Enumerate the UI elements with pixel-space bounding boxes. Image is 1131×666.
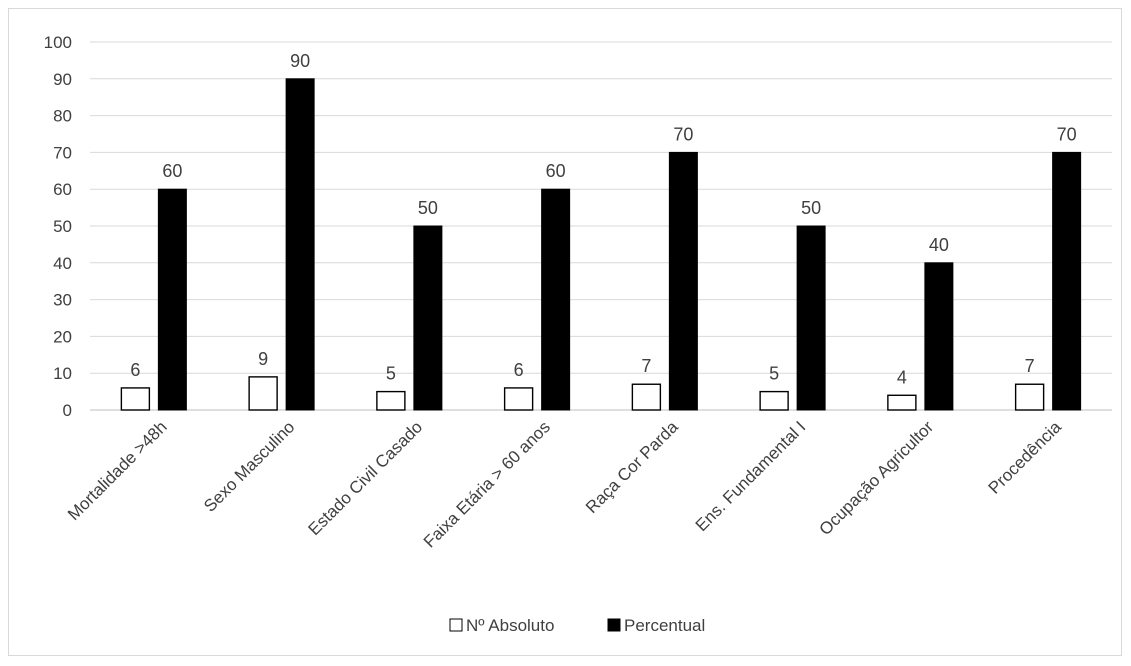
legend-label: Nº Absoluto xyxy=(466,616,554,635)
x-tick-label: Sexo Masculino xyxy=(200,417,298,515)
bar-percentual xyxy=(796,225,826,411)
data-label: 5 xyxy=(769,364,779,384)
bar-percentual xyxy=(541,188,571,411)
y-tick-label: 70 xyxy=(53,143,72,162)
x-tick-label: Estado Civil Casado xyxy=(305,417,427,539)
x-tick-label: Raça Cor Parda xyxy=(582,417,682,517)
data-label: 7 xyxy=(1025,356,1035,376)
bar-absoluto xyxy=(1014,383,1045,411)
data-label: 90 xyxy=(290,51,310,71)
y-tick-label: 10 xyxy=(53,364,72,383)
bar-percentual xyxy=(1052,151,1082,411)
y-tick-label: 0 xyxy=(63,401,72,420)
bar-absoluto xyxy=(248,376,278,411)
y-tick-label: 20 xyxy=(53,327,72,346)
legend-swatch xyxy=(449,618,463,632)
bar-percentual xyxy=(668,151,698,411)
data-label: 50 xyxy=(801,198,821,218)
x-tick-label: Ocupação Agricultor xyxy=(816,417,938,539)
bar-percentual xyxy=(413,225,443,411)
y-tick-label: 80 xyxy=(53,107,72,126)
bar-absoluto xyxy=(120,387,151,411)
data-label: 4 xyxy=(897,367,907,387)
bar-absoluto xyxy=(631,383,662,411)
bar-absoluto xyxy=(503,387,534,411)
legend-swatch xyxy=(607,618,621,632)
data-label: 60 xyxy=(546,161,566,181)
data-label: 70 xyxy=(673,124,693,144)
legend-label: Percentual xyxy=(624,616,705,635)
bar-percentual xyxy=(924,262,954,411)
y-tick-label: 30 xyxy=(53,291,72,310)
bar-percentual xyxy=(285,78,315,411)
data-label: 40 xyxy=(929,235,949,255)
y-tick-label: 40 xyxy=(53,254,72,273)
x-tick-label: Faixa Etária > 60 anos xyxy=(420,417,554,551)
data-label: 7 xyxy=(641,356,651,376)
x-tick-label: Mortalidade >48h xyxy=(64,417,171,524)
y-tick-label: 60 xyxy=(53,180,72,199)
bar-absoluto xyxy=(887,394,917,411)
x-tick-label: Procedência xyxy=(985,417,1066,498)
data-label: 6 xyxy=(514,360,524,380)
data-label: 9 xyxy=(258,349,268,369)
data-label: 50 xyxy=(418,198,438,218)
bar-percentual xyxy=(157,188,187,411)
data-label: 5 xyxy=(386,364,396,384)
data-label: 60 xyxy=(162,161,182,181)
data-label: 6 xyxy=(130,360,140,380)
y-tick-label: 50 xyxy=(53,217,72,236)
data-label: 70 xyxy=(1057,124,1077,144)
x-tick-label: Ens. Fundamental I xyxy=(692,417,810,535)
y-tick-label: 90 xyxy=(53,70,72,89)
y-tick-label: 100 xyxy=(44,33,72,52)
bar-absoluto xyxy=(759,390,789,411)
bar-absoluto xyxy=(376,390,406,411)
